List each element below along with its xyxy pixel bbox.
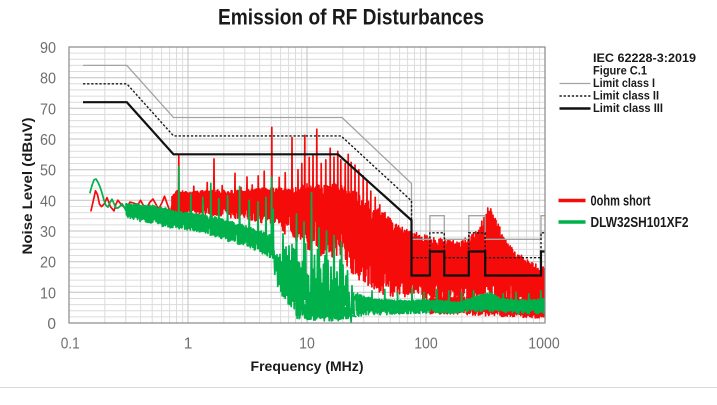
svg-text:Emission of RF Disturbances: Emission of RF Disturbances	[218, 5, 484, 30]
svg-text:Limit class II: Limit class II	[593, 91, 659, 103]
svg-text:70: 70	[40, 101, 56, 118]
svg-text:IEC 62228-3:2019: IEC 62228-3:2019	[593, 53, 696, 65]
svg-text:0: 0	[47, 316, 56, 333]
svg-text:DLW32SH101XF2: DLW32SH101XF2	[591, 215, 689, 231]
svg-text:Frequency (MHz): Frequency (MHz)	[251, 359, 364, 374]
svg-text:40: 40	[40, 193, 56, 210]
svg-text:Figure C.1: Figure C.1	[593, 66, 648, 78]
svg-text:80: 80	[40, 71, 56, 88]
svg-text:Noise Level (dBuV): Noise Level (dBuV)	[20, 118, 35, 255]
svg-text:0.1: 0.1	[61, 336, 80, 353]
svg-text:20: 20	[40, 255, 56, 272]
svg-text:50: 50	[40, 163, 56, 180]
svg-text:0ohm short: 0ohm short	[591, 194, 651, 210]
svg-text:1: 1	[184, 336, 193, 353]
svg-text:10: 10	[299, 336, 315, 353]
svg-text:100: 100	[414, 336, 438, 353]
svg-text:60: 60	[40, 132, 56, 149]
svg-text:30: 30	[40, 224, 56, 241]
svg-text:1000: 1000	[528, 336, 560, 353]
svg-text:10: 10	[40, 285, 56, 302]
svg-text:Limit class III: Limit class III	[593, 103, 663, 115]
svg-text:Limit class I: Limit class I	[593, 78, 655, 90]
svg-text:90: 90	[40, 40, 56, 57]
